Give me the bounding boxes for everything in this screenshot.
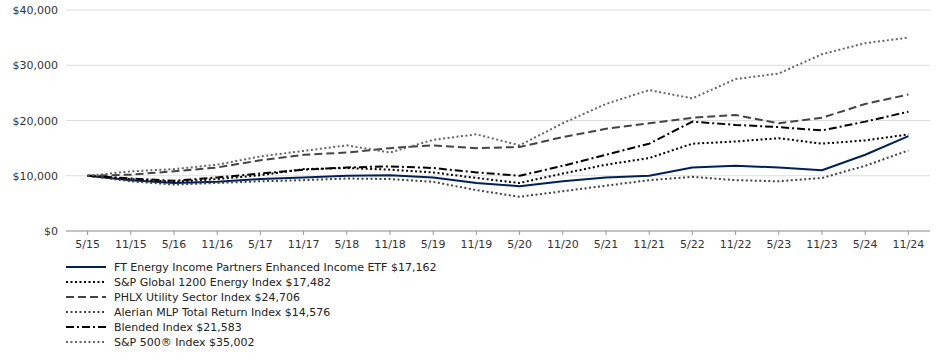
x-tick	[87, 231, 88, 235]
legend-swatch	[66, 266, 106, 268]
x-tick	[519, 231, 520, 235]
x-tick	[130, 231, 131, 235]
y-axis: $0 $10,000 $20,000 $30,000 $40,000	[13, 4, 931, 238]
x-tick-label: 5/17	[248, 238, 273, 251]
x-tick-label: 5/20	[507, 238, 532, 251]
x-tick-label: 11/15	[115, 238, 147, 251]
x-tick	[649, 231, 650, 235]
x-tick-label: 11/18	[374, 238, 406, 251]
x-tick-label: 11/24	[893, 238, 925, 251]
legend: FT Energy Income Partners Enhanced Incom…	[66, 261, 436, 349]
y-tick-label: $40,000	[13, 4, 59, 17]
series-line	[88, 95, 909, 176]
x-tick	[303, 231, 304, 235]
x-tick	[174, 231, 175, 235]
x-tick	[433, 231, 434, 235]
series-line	[88, 134, 909, 183]
legend-swatch	[66, 341, 106, 343]
x-tick-label: 11/22	[720, 238, 752, 251]
x-tick-label: 11/17	[288, 238, 320, 251]
x-tick-label: 5/15	[75, 238, 100, 251]
x-tick	[908, 231, 909, 235]
y-tick-label: $10,000	[13, 170, 59, 183]
grid-line	[66, 120, 930, 121]
legend-label: Alerian MLP Total Return Index $14,576	[114, 306, 330, 319]
y-tick-label: $30,000	[13, 59, 59, 72]
x-tick	[476, 231, 477, 235]
chart: $0$10,000$20,000$30,000$40,0005/1511/155…	[0, 0, 946, 359]
x-tick	[735, 231, 736, 235]
x-tick	[778, 231, 779, 235]
x-tick-label: 11/23	[806, 238, 838, 251]
x-tick	[346, 231, 347, 235]
legend-label: Blended Index $21,583	[114, 321, 242, 334]
x-axis-line	[66, 231, 930, 232]
grid-line	[66, 175, 930, 176]
legend-label: S&P Global 1200 Energy Index $17,482	[114, 276, 331, 289]
legend-swatch	[66, 311, 106, 313]
series-group	[88, 38, 909, 197]
legend-swatch	[66, 281, 106, 283]
x-tick-label: 5/18	[334, 238, 359, 251]
x-tick-label: 5/21	[594, 238, 619, 251]
grid-line	[66, 10, 930, 11]
x-tick	[390, 231, 391, 235]
y-tick-label: $0	[44, 225, 58, 238]
grid-line	[66, 65, 930, 66]
legend-label: PHLX Utility Sector Index $24,706	[114, 291, 300, 304]
x-tick-label: 11/16	[201, 238, 233, 251]
y-tick-label: $20,000	[13, 115, 59, 128]
legend-label: FT Energy Income Partners Enhanced Incom…	[114, 261, 436, 274]
x-tick-label: 5/23	[766, 238, 791, 251]
series-line	[88, 112, 909, 181]
x-tick-label: 5/16	[162, 238, 187, 251]
x-tick	[822, 231, 823, 235]
x-tick	[692, 231, 693, 235]
x-tick	[865, 231, 866, 235]
x-tick-label: 11/19	[461, 238, 493, 251]
x-tick-label: 5/24	[853, 238, 878, 251]
series-line	[88, 38, 909, 176]
x-tick-label: 5/22	[680, 238, 705, 251]
x-tick	[260, 231, 261, 235]
legend-swatch	[66, 326, 106, 328]
x-tick	[562, 231, 563, 235]
legend-swatch	[66, 296, 106, 298]
grid-line	[66, 231, 930, 232]
x-tick-label: 5/19	[421, 238, 446, 251]
x-tick-label: 11/21	[633, 238, 665, 251]
x-tick	[606, 231, 607, 235]
legend-label: S&P 500® Index $35,002	[114, 336, 254, 349]
x-axis: 5/15 11/15 5/16 11/16 5/17 11/17 5/18 11/18 5/19…	[66, 231, 930, 251]
x-tick	[217, 231, 218, 235]
x-tick-label: 11/20	[547, 238, 579, 251]
